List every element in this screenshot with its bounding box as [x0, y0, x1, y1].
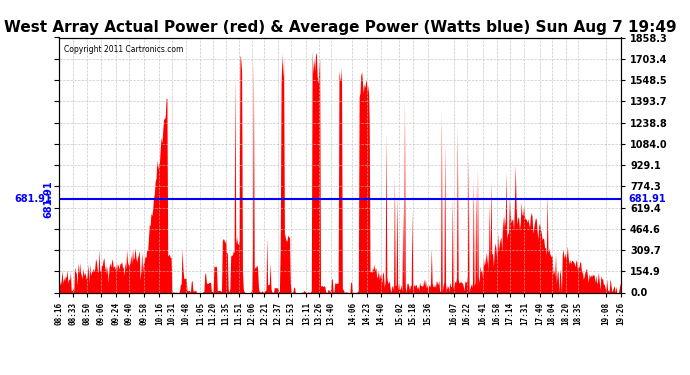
Text: 681.91: 681.91 — [628, 194, 666, 204]
Text: Copyright 2011 Cartronics.com: Copyright 2011 Cartronics.com — [64, 45, 184, 54]
Title: West Array Actual Power (red) & Average Power (Watts blue) Sun Aug 7 19:49: West Array Actual Power (red) & Average … — [3, 20, 676, 35]
Text: 681.91: 681.91 — [14, 194, 52, 204]
Text: 681.91: 681.91 — [43, 180, 53, 218]
